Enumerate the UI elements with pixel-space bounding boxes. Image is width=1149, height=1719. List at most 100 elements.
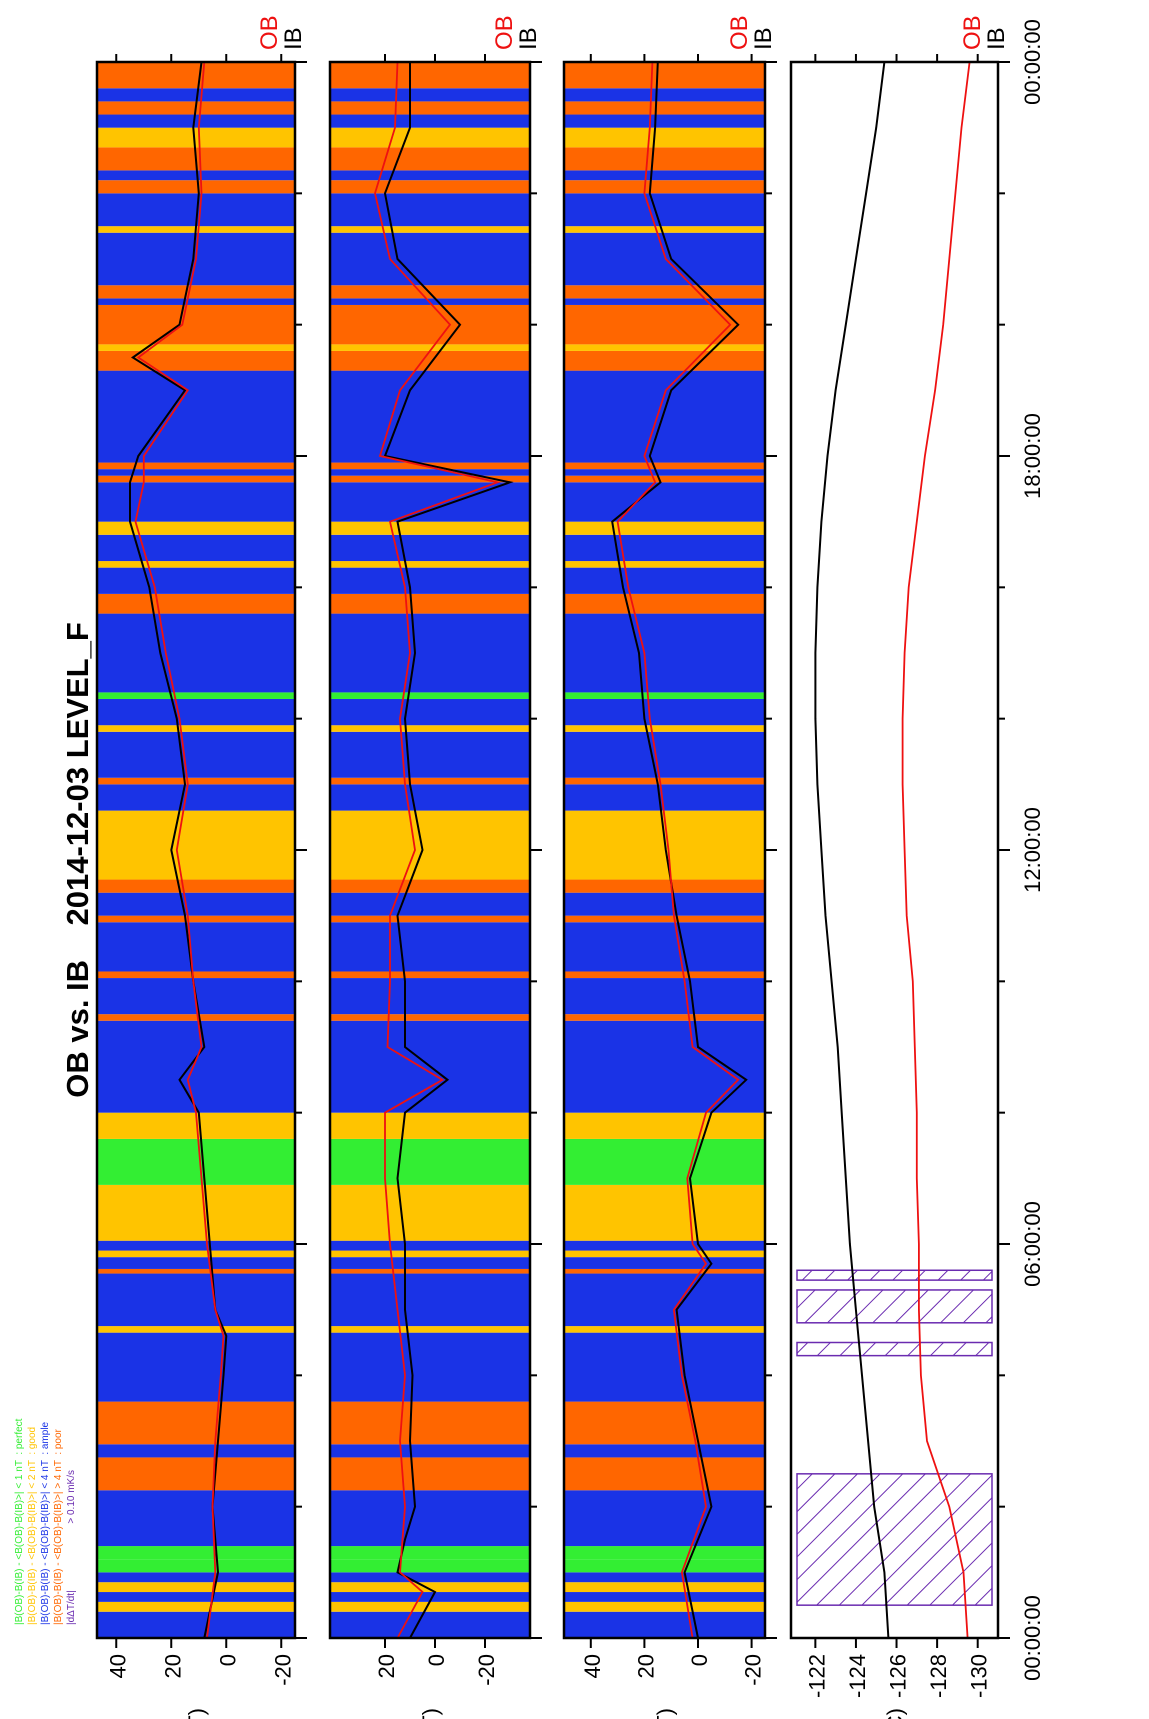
quality-band <box>564 114 765 128</box>
quality-band <box>330 1326 530 1333</box>
quality-band <box>330 915 530 923</box>
quality-band <box>330 593 530 614</box>
quality-band <box>564 344 765 351</box>
quality-band <box>564 561 765 568</box>
y-tick-label: 20 <box>160 1654 185 1678</box>
series-label-ib: IB <box>750 27 777 50</box>
legend: |B(OB)-B(IB) - <B(OB)-B(IB)>| < 1 nT : p… <box>14 1418 77 1625</box>
quality-band <box>97 1457 295 1491</box>
quality-band <box>97 114 295 128</box>
quality-band <box>97 784 295 811</box>
quality-band <box>564 1112 765 1139</box>
y-tick-label: 20 <box>374 1654 399 1678</box>
quality-band <box>564 226 765 233</box>
quality-band <box>330 613 530 693</box>
quality-band <box>330 1257 530 1269</box>
quality-band <box>97 1257 295 1269</box>
quality-band <box>564 915 765 923</box>
quality-band <box>97 1444 295 1458</box>
quality-band <box>564 922 765 972</box>
panel-background <box>791 62 998 1638</box>
quality-band <box>97 922 295 972</box>
quality-band <box>97 1546 295 1560</box>
chart-title: OB vs. IB 2014-12-03 LEVEL_F <box>60 622 95 1098</box>
quality-band <box>97 692 295 699</box>
quality-band <box>97 1572 295 1583</box>
series-line-ob <box>374 61 501 1639</box>
quality-band <box>97 62 295 89</box>
quality-band <box>97 1273 295 1327</box>
quality-band <box>330 731 530 778</box>
quality-band <box>564 1611 765 1638</box>
legend-entry-temp-threshold: > 0.10 mK/s <box>66 1470 77 1524</box>
quality-band <box>97 1401 295 1445</box>
legend-entry-temp-rate: |dΔT/dt| <box>66 1590 77 1625</box>
quality-band <box>330 344 530 351</box>
quality-band <box>330 810 530 880</box>
quality-band <box>330 101 530 115</box>
quality-band <box>564 1572 765 1583</box>
quality-band <box>330 534 530 562</box>
series-line-ob <box>134 61 225 1639</box>
quality-band <box>97 561 295 568</box>
quality-band <box>564 1326 765 1333</box>
quality-band <box>564 1401 765 1445</box>
y-tick-label: -122 <box>804 1654 829 1698</box>
quality-band <box>564 879 765 893</box>
quality-band <box>97 475 295 483</box>
quality-band <box>564 62 765 89</box>
quality-band <box>97 298 295 305</box>
series-label-ib: IB <box>983 27 1010 50</box>
quality-band <box>564 1020 765 1113</box>
quality-band <box>330 1611 530 1638</box>
quality-band <box>564 170 765 181</box>
quality-band <box>564 147 765 171</box>
quality-band <box>97 344 295 351</box>
quality-band <box>330 232 530 286</box>
quality-band <box>330 1401 530 1445</box>
quality-band <box>97 1184 295 1241</box>
quality-band <box>564 725 765 732</box>
y-axis-label: T (deg C) <box>883 1708 908 1719</box>
series-label-ob: OB <box>491 15 518 50</box>
quality-band <box>330 1332 530 1402</box>
series-label-ob: OB <box>726 15 753 50</box>
quality-band <box>97 777 295 785</box>
quality-band <box>564 127 765 148</box>
quality-band <box>330 469 530 476</box>
quality-band <box>564 892 765 916</box>
quality-band <box>97 698 295 726</box>
quality-band <box>97 370 295 463</box>
quality-band <box>330 784 530 811</box>
quality-band <box>564 1250 765 1258</box>
y-tick-label: -130 <box>967 1654 992 1698</box>
quality-band <box>564 971 765 979</box>
quality-band <box>97 1268 295 1274</box>
quality-band <box>564 1257 765 1269</box>
quality-band <box>330 1582 530 1593</box>
quality-band <box>330 692 530 699</box>
y-tick-label: -128 <box>926 1654 951 1698</box>
quality-band <box>330 1572 530 1583</box>
quality-band <box>97 971 295 979</box>
quality-band <box>330 1592 530 1602</box>
quality-band <box>330 879 530 893</box>
series-line-ib <box>383 62 514 1639</box>
quality-band <box>330 1138 530 1185</box>
time-tick-label: 12:00:00 <box>1020 807 1045 893</box>
quality-band <box>564 1138 765 1185</box>
quality-band <box>564 777 765 785</box>
quality-band <box>330 304 530 345</box>
temp-rate-hatch <box>796 1341 993 1357</box>
y-tick-label: -126 <box>886 1654 911 1698</box>
quality-band <box>97 1014 295 1021</box>
quality-band <box>330 170 530 181</box>
quality-band <box>330 698 530 726</box>
quality-band <box>330 922 530 972</box>
series-label-ob: OB <box>959 15 986 50</box>
quality-band <box>564 1268 765 1274</box>
